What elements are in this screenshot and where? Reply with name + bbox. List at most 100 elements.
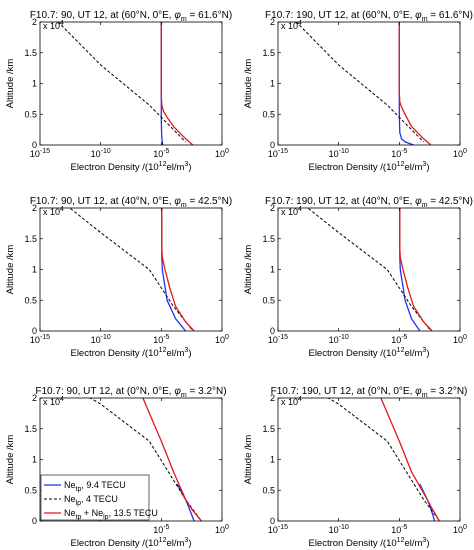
y-tick-label: 0 — [32, 516, 37, 526]
x-tick-label: 100​ — [453, 148, 467, 159]
y-tick-label: 1.5 — [24, 424, 37, 434]
x-axis-label: Electron Density /(1012el/m3) — [308, 161, 429, 173]
x-tick-label: 10-15​ — [268, 148, 288, 159]
panel-1: F10.7: 90, UT 12, at (60°N, 0°E, φm = 61… — [5, 10, 232, 173]
x-tick-label: 100​ — [453, 524, 467, 535]
series-line-black — [307, 208, 432, 331]
y-tick-label: 0.5 — [24, 485, 37, 495]
x-tick-label: 10-10​ — [329, 524, 349, 535]
y-multiplier: x 104​ — [281, 20, 302, 31]
y-multiplier: x 104​ — [43, 20, 64, 31]
y-tick-label: 0.5 — [262, 295, 275, 305]
axes-box — [39, 21, 223, 146]
series-line-black — [69, 208, 194, 331]
series-line-red — [398, 22, 432, 145]
y-tick-label: 2 — [32, 17, 37, 27]
y-tick-label: 2 — [270, 203, 275, 213]
axes-box — [277, 21, 461, 146]
y-axis-label: Altitude /km — [5, 435, 16, 485]
y-tick-label: 1.5 — [262, 424, 275, 434]
y-tick-label: 0.5 — [262, 485, 275, 495]
y-tick-label: 1 — [32, 79, 37, 89]
y-tick-label: 2 — [32, 393, 37, 403]
y-tick-label: 1 — [270, 455, 275, 465]
panel-title: F10.7: 90, UT 12, at (0°N, 0°E, φm = 3.2… — [35, 386, 226, 399]
y-tick-label: 0 — [270, 516, 275, 526]
panel-6: F10.7: 190, UT 12, at (0°N, 0°E, φm = 3.… — [243, 386, 468, 549]
panel-5: F10.7: 90, UT 12, at (0°N, 0°E, φm = 3.2… — [5, 386, 229, 549]
y-tick-label: 0.5 — [24, 295, 37, 305]
panel-title: F10.7: 190, UT 12, at (40°N, 0°E, φm = 4… — [265, 196, 473, 209]
y-tick-label: 1.5 — [24, 48, 37, 58]
x-tick-label: 100​ — [215, 334, 229, 345]
series-line-red — [380, 398, 440, 521]
axes-box — [39, 207, 223, 332]
series-line-red — [160, 22, 194, 145]
legend-label: Netp + Nelp, 13.5 TECU — [64, 508, 158, 521]
y-tick-label: 1.5 — [262, 48, 275, 58]
panel-title: F10.7: 90, UT 12, at (40°N, 0°E, φm = 42… — [30, 196, 232, 209]
x-tick-label: 10-5​ — [153, 334, 169, 345]
axes-box — [277, 397, 461, 522]
series-line-blue — [176, 483, 195, 521]
x-tick-label: 10-15​ — [30, 148, 50, 159]
x-axis-label: Electron Density /(1012el/m3) — [70, 161, 191, 173]
x-tick-label: 10-10​ — [329, 334, 349, 345]
x-axis-label: Electron Density /(1012el/m3) — [308, 537, 429, 549]
y-tick-label: 0 — [270, 326, 275, 336]
x-tick-label: 10-10​ — [329, 148, 349, 159]
x-tick-label: 100​ — [215, 148, 229, 159]
y-tick-label: 1 — [32, 455, 37, 465]
y-tick-label: 2 — [270, 393, 275, 403]
y-tick-label: 1.5 — [262, 234, 275, 244]
x-tick-label: 10-15​ — [268, 334, 288, 345]
legend-label: Nelp, 4 TECU — [64, 494, 118, 507]
x-tick-label: 10-5​ — [153, 148, 169, 159]
x-tick-label: 10-10​ — [91, 148, 111, 159]
y-tick-label: 1.5 — [24, 234, 37, 244]
x-tick-label: 100​ — [215, 524, 229, 535]
series-line-red — [142, 398, 202, 521]
y-axis-label: Altitude /km — [5, 59, 16, 109]
x-axis-label: Electron Density /(1012el/m3) — [70, 537, 191, 549]
y-axis-label: Altitude /km — [243, 59, 254, 109]
panel-3: F10.7: 90, UT 12, at (40°N, 0°E, φm = 42… — [5, 196, 232, 359]
axes-box — [277, 207, 461, 332]
panel-title: F10.7: 90, UT 12, at (60°N, 0°E, φm = 61… — [30, 10, 232, 23]
y-tick-label: 0 — [270, 140, 275, 150]
x-axis-label: Electron Density /(1012el/m3) — [308, 347, 429, 359]
series-line-black — [57, 22, 186, 143]
series-line-black — [295, 22, 424, 143]
y-multiplier: x 104​ — [43, 396, 64, 407]
y-tick-label: 0 — [32, 140, 37, 150]
y-tick-label: 2 — [32, 203, 37, 213]
series-line-red — [161, 208, 195, 331]
y-axis-label: Altitude /km — [5, 245, 16, 295]
y-axis-label: Altitude /km — [243, 435, 254, 485]
y-tick-label: 1 — [270, 79, 275, 89]
y-tick-label: 2 — [270, 17, 275, 27]
y-tick-label: 0 — [32, 326, 37, 336]
series-line-red — [399, 208, 433, 331]
x-tick-label: 100​ — [453, 334, 467, 345]
x-tick-label: 10-5​ — [391, 334, 407, 345]
series-line-black — [327, 398, 440, 521]
x-tick-label: 10-15​ — [30, 334, 50, 345]
y-tick-label: 0.5 — [262, 109, 275, 119]
y-tick-label: 1 — [32, 265, 37, 275]
panel-title: F10.7: 190, UT 12, at (60°N, 0°E, φm = 6… — [265, 10, 473, 23]
x-tick-label: 10-10​ — [91, 334, 111, 345]
y-multiplier: x 104​ — [281, 206, 302, 217]
x-tick-label: 10-5​ — [391, 524, 407, 535]
x-axis-label: Electron Density /(1012el/m3) — [70, 347, 191, 359]
y-tick-label: 0.5 — [24, 109, 37, 119]
x-tick-label: 10-5​ — [153, 524, 169, 535]
y-multiplier: x 104​ — [281, 396, 302, 407]
x-tick-label: 10-5​ — [391, 148, 407, 159]
legend-label: Netp, 9.4 TECU — [64, 480, 126, 493]
y-tick-label: 1 — [270, 265, 275, 275]
y-multiplier: x 104​ — [43, 206, 64, 217]
panel-title: F10.7: 190, UT 12, at (0°N, 0°E, φm = 3.… — [271, 386, 468, 399]
